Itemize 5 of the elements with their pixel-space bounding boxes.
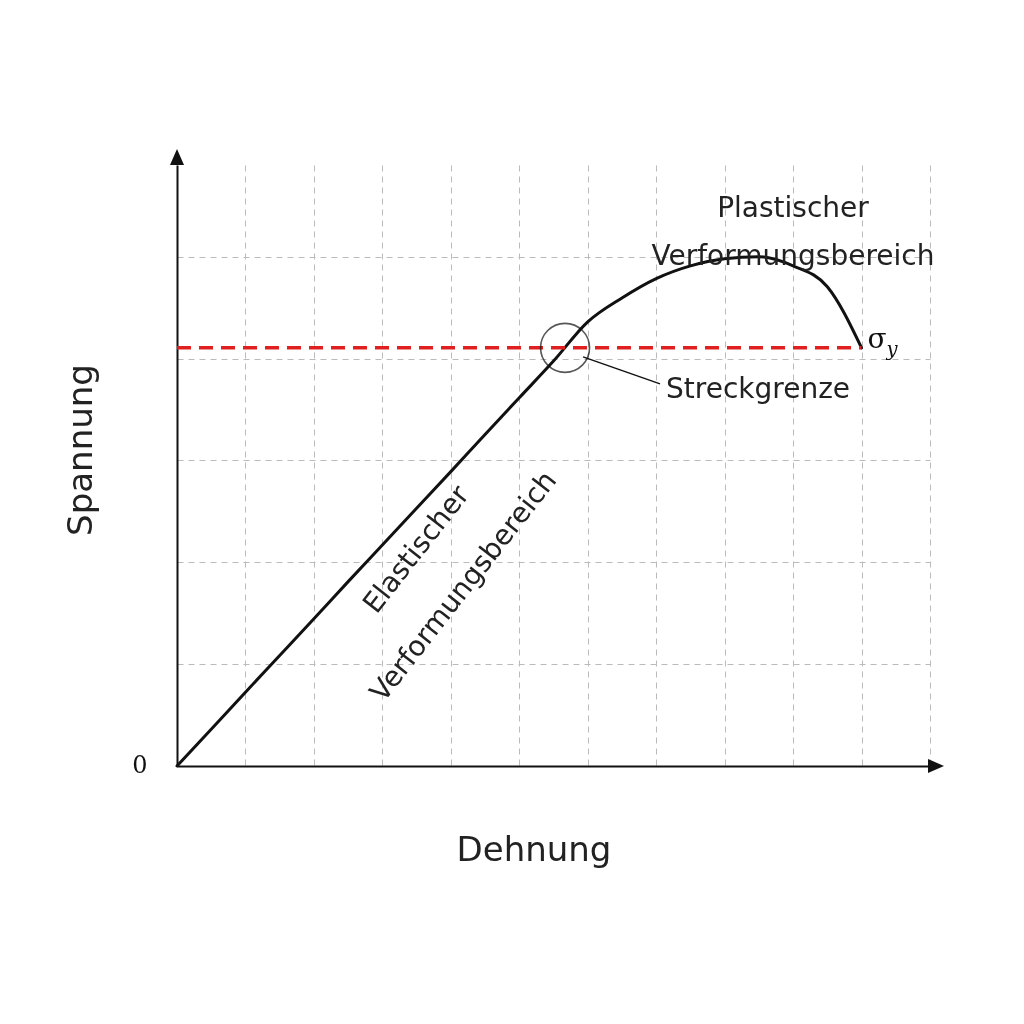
- x-axis-title: Dehnung: [456, 829, 612, 869]
- annotation: Streckgrenze: [666, 372, 851, 405]
- annotation: Plastischer Verformungsbereich: [651, 191, 935, 272]
- y-axis-title: Spannung: [60, 364, 100, 536]
- text: 0: [132, 751, 148, 779]
